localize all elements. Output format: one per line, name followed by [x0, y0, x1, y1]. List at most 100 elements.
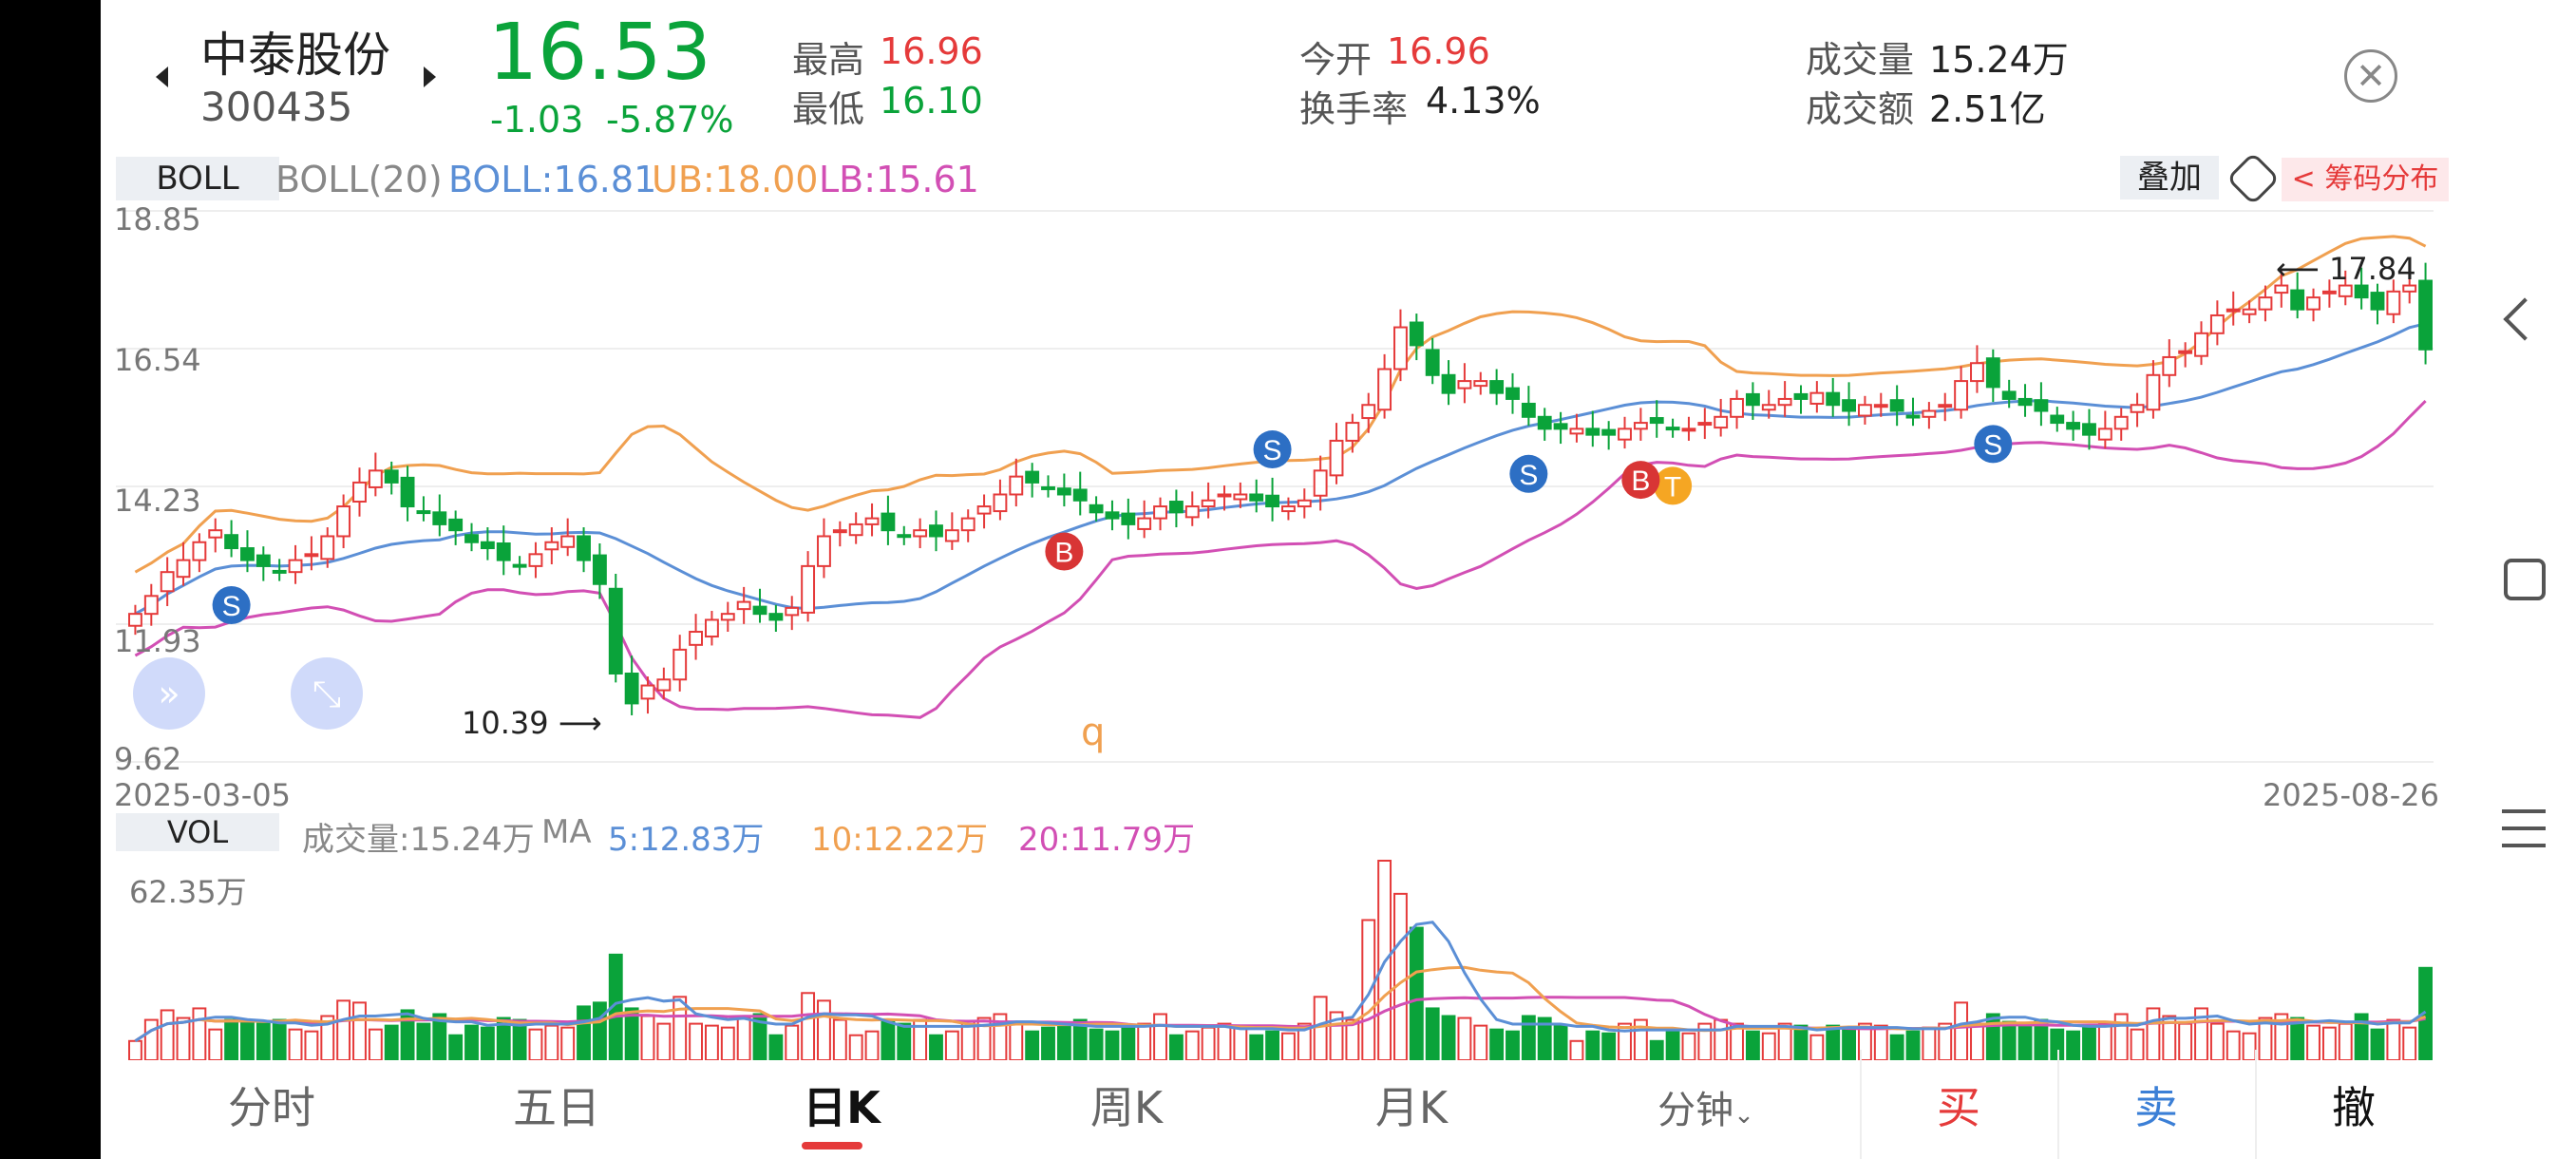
candle-body — [1249, 493, 1264, 502]
volume-bar — [944, 1030, 959, 1060]
candle-body — [976, 505, 992, 515]
candle-body — [160, 571, 175, 593]
volume-bar — [785, 1024, 800, 1060]
candle-body — [1089, 504, 1104, 514]
vol-ma10: 10:12.22万 — [811, 821, 989, 859]
volume-bar — [1041, 1026, 1055, 1060]
volume-bar — [1938, 1022, 1953, 1060]
candle-body — [1361, 404, 1376, 420]
candle-body — [785, 606, 800, 617]
candle-body — [929, 524, 943, 538]
volume-bar — [464, 1024, 479, 1060]
boll-ub: UB:18.00 — [652, 159, 819, 200]
tab-five-day[interactable]: 五日 — [513, 1082, 600, 1133]
candle-body — [1201, 499, 1216, 508]
candle-body — [2354, 284, 2369, 299]
candle-body — [128, 613, 142, 627]
candle-body — [993, 493, 1008, 513]
signal-label: S — [1983, 429, 2002, 461]
candle-body — [848, 522, 863, 537]
candle-body — [480, 541, 495, 550]
signal-marker — [1045, 532, 1084, 571]
candle-body — [1377, 368, 1392, 411]
volume-bar — [897, 1022, 912, 1060]
candle-body — [897, 534, 912, 539]
volume-bar — [1409, 926, 1424, 1060]
volume-bar — [1985, 1013, 2000, 1060]
candle-body — [1345, 422, 1360, 442]
volume-bar — [1473, 1024, 1488, 1060]
volume-bar — [640, 1015, 655, 1060]
volume-bar — [1089, 1028, 1104, 1060]
next-stock-icon[interactable] — [424, 66, 436, 87]
signal-marker — [1654, 466, 1693, 505]
candle-body — [1777, 397, 1792, 407]
tab-weekly-k[interactable]: 周K — [1089, 1082, 1164, 1133]
candle-body — [881, 512, 896, 532]
expand-icon[interactable]: » — [133, 657, 205, 730]
tab-timeshare[interactable]: 分时 — [228, 1082, 315, 1133]
boll-param: BOLL(20) — [275, 159, 443, 200]
candle-body — [2242, 308, 2257, 315]
settings-icon[interactable] — [2226, 151, 2281, 206]
candle-body — [1184, 505, 1200, 519]
candle-body — [720, 613, 735, 621]
volume-bar — [1056, 1022, 1071, 1060]
candle-body — [2034, 399, 2049, 412]
cancel-button[interactable]: 撤 — [2332, 1082, 2376, 1133]
candle-body — [2162, 355, 2177, 376]
collapse-icon[interactable]: ⤡ — [291, 657, 363, 730]
tab-daily-k[interactable]: 日K — [803, 1082, 881, 1133]
buy-button[interactable]: 买 — [1937, 1082, 1980, 1133]
amount-label: 成交额 — [1806, 88, 1915, 130]
candle-body — [752, 605, 767, 616]
candle-body — [2386, 290, 2401, 315]
volume-bar — [384, 1024, 399, 1060]
candle-body — [2178, 350, 2193, 354]
vol-indicator-tab[interactable]: VOL — [116, 813, 279, 851]
candle-body — [2274, 284, 2289, 294]
candle-body — [2050, 414, 2065, 425]
candle-body — [656, 678, 672, 692]
overlay-button[interactable]: 叠加 — [2120, 156, 2219, 200]
volume-bar — [1553, 1024, 1568, 1060]
candle-body — [368, 469, 383, 488]
menu-icon[interactable] — [2502, 809, 2546, 847]
price-tick-1: 18.85 — [114, 201, 201, 238]
candle-body — [1938, 404, 1953, 408]
volume-bar — [592, 1001, 607, 1060]
volume-bar — [2258, 1016, 2273, 1060]
volume-bar — [1345, 1018, 1360, 1060]
low-label: 最低 — [792, 88, 865, 130]
close-icon[interactable]: ✕ — [2344, 49, 2397, 103]
tab-minute[interactable]: 分钟⌄ — [1657, 1089, 1754, 1132]
candle-body — [1761, 404, 1776, 411]
boll-mid-line — [134, 322, 2426, 616]
tab-monthly-k[interactable]: 月K — [1374, 1082, 1449, 1133]
back-icon[interactable] — [2503, 297, 2547, 341]
candle-body — [1233, 493, 1248, 501]
vol-ma20-line — [134, 996, 2426, 1043]
volume-bar — [1217, 1022, 1232, 1060]
signal-label: T — [1664, 471, 1681, 503]
volume-chart[interactable] — [116, 851, 2453, 1060]
candle-body — [143, 595, 159, 616]
low-value: 16.10 — [880, 80, 983, 122]
volume-bar — [176, 1016, 191, 1060]
sell-button[interactable]: 卖 — [2134, 1082, 2178, 1133]
vol-max-tick: 62.35万 — [129, 874, 247, 910]
volume-bar — [881, 1020, 896, 1060]
chip-distribution-button[interactable]: < 筹码分布 — [2282, 158, 2449, 201]
prev-stock-icon[interactable] — [156, 66, 168, 87]
candle-body — [1025, 470, 1040, 484]
candle-body — [1730, 397, 1744, 418]
candle-body — [1889, 399, 1904, 412]
candle-body — [1681, 428, 1696, 432]
boll-indicator-tab[interactable]: BOLL — [116, 157, 279, 200]
home-icon[interactable] — [2504, 559, 2546, 600]
signal-marker — [212, 586, 251, 625]
open-value: 16.96 — [1387, 30, 1490, 72]
volume-bar — [1649, 1039, 1664, 1060]
volume-bar — [2082, 1026, 2096, 1060]
